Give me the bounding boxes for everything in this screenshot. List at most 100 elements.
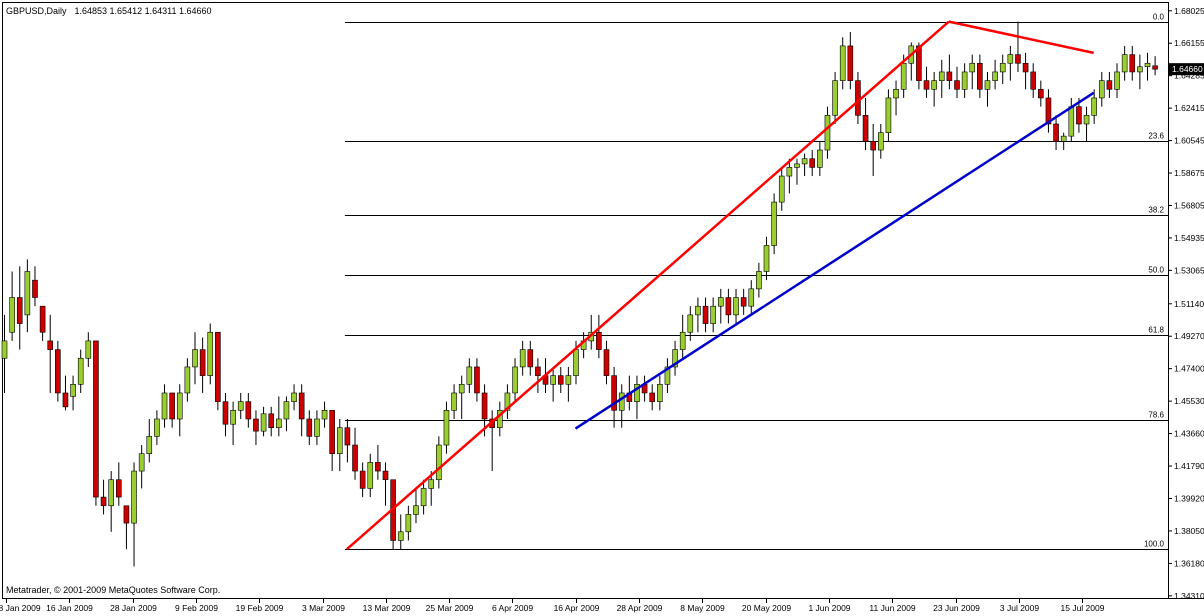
trendlines[interactable] <box>346 20 1095 551</box>
candle-body <box>1045 97 1052 125</box>
time-tick-label: 9 Feb 2009 <box>175 603 218 613</box>
candle-body <box>131 470 137 524</box>
candle-body <box>1091 97 1097 116</box>
candle-body <box>443 410 450 446</box>
candle-body <box>100 496 107 507</box>
candle-body <box>954 80 960 90</box>
time-tick-label: 25 Mar 2009 <box>426 603 474 613</box>
candle-body <box>710 305 716 324</box>
fibo-level-label: 38.2 <box>1148 206 1164 215</box>
candle-body <box>1022 62 1029 73</box>
candle-body <box>611 375 617 411</box>
fibonacci-retracement[interactable]: 0.0 23.6 38.2 50.0 61.8 78.6 100.0 <box>344 13 1168 550</box>
trendline-red-up[interactable] <box>346 20 950 551</box>
candle-body <box>809 158 816 168</box>
candle-body <box>794 163 800 168</box>
candle-body <box>321 410 328 420</box>
candle-body <box>702 305 709 324</box>
current-price-label: 1.64660 <box>1172 64 1203 74</box>
candle-body <box>329 410 335 455</box>
candle-body <box>413 505 419 515</box>
candle-body <box>870 141 876 151</box>
ohlc-values: 1.64853 1.65412 1.64311 1.64660 <box>75 6 212 16</box>
candle-body <box>1098 80 1105 99</box>
candle-body <box>1106 80 1113 90</box>
candle-body <box>1060 135 1067 142</box>
fibo-level-label: 78.6 <box>1148 411 1164 420</box>
price-tick-label: 1.38050 <box>1174 526 1204 536</box>
candle-body <box>824 115 831 151</box>
candle-body <box>138 453 145 472</box>
candle-body <box>740 297 747 307</box>
price-axis: 1.68025 1.66155 1.64285 1.62415 1.60545 1.586… <box>1168 6 1204 601</box>
candle-body <box>1076 106 1082 125</box>
price-tick-label: 1.54935 <box>1174 233 1204 243</box>
candle-body <box>39 305 46 333</box>
candle-body <box>931 80 937 90</box>
candle-body <box>756 271 762 290</box>
current-price-badge <box>1169 63 1204 76</box>
price-tick-label: 1.66155 <box>1174 38 1204 48</box>
time-tick-label: 6 Apr 2009 <box>492 603 533 613</box>
price-tick-label: 1.36180 <box>1174 558 1204 568</box>
candle-body <box>771 201 777 246</box>
candle-body <box>55 349 61 394</box>
time-tick-label: 8 Jan 2009 <box>0 603 41 613</box>
candle-body <box>16 297 23 324</box>
candle-body <box>62 392 69 408</box>
candle-body <box>634 383 640 402</box>
candle-body <box>900 62 907 90</box>
candle-body <box>573 349 579 376</box>
candle-body <box>77 357 84 385</box>
candle-body <box>618 392 625 411</box>
price-tick-label: 1.43660 <box>1174 429 1204 439</box>
candle-body <box>687 314 694 333</box>
candle-body <box>9 297 15 333</box>
fibo-level-label: 61.8 <box>1148 326 1164 335</box>
trendline-red-down[interactable] <box>948 20 1094 55</box>
candle-body <box>298 392 305 420</box>
candle-body <box>451 392 457 411</box>
candle-body <box>733 297 739 316</box>
time-tick-label: 3 Mar 2009 <box>302 603 345 613</box>
candle-body <box>1152 65 1158 70</box>
trendline-blue-up[interactable] <box>574 91 1095 430</box>
candle-body <box>801 158 808 165</box>
price-tick-label: 1.68025 <box>1174 6 1204 16</box>
fibo-level-label: 100.0 <box>1144 540 1165 549</box>
candle-body <box>763 245 770 272</box>
candle-body <box>230 410 236 425</box>
candle-body <box>961 71 968 90</box>
candle-body <box>466 366 473 385</box>
candle-body <box>481 392 488 420</box>
candle-body <box>603 349 610 376</box>
candle-body <box>215 331 221 402</box>
time-tick-label: 11 Jun 2009 <box>869 603 915 613</box>
price-tick-label: 1.39920 <box>1174 493 1204 503</box>
candle-body <box>977 62 983 90</box>
candle-body <box>778 175 785 203</box>
candle-body <box>458 383 465 394</box>
candle-body <box>748 288 755 307</box>
candle-body <box>672 349 678 368</box>
candle-body <box>85 340 92 359</box>
candle-body <box>877 132 884 151</box>
candle-body <box>336 427 343 455</box>
candle-body <box>24 271 31 316</box>
candle-body <box>786 167 793 177</box>
time-axis: 8 Jan 2009 16 Jan 2009 28 Jan 2009 9 Feb 20… <box>0 598 1105 613</box>
candle-body <box>885 97 892 133</box>
candle-body <box>222 401 229 425</box>
candle-body <box>916 45 922 81</box>
candle-body <box>176 392 183 420</box>
candle-body <box>375 462 381 472</box>
candle-body <box>108 479 114 507</box>
candle-body <box>893 88 899 99</box>
candle-body <box>436 444 442 481</box>
candle-body <box>946 71 953 81</box>
candle-body <box>344 427 351 446</box>
candle-body <box>146 436 153 455</box>
candle-body <box>93 340 99 498</box>
candle-body <box>504 392 511 411</box>
